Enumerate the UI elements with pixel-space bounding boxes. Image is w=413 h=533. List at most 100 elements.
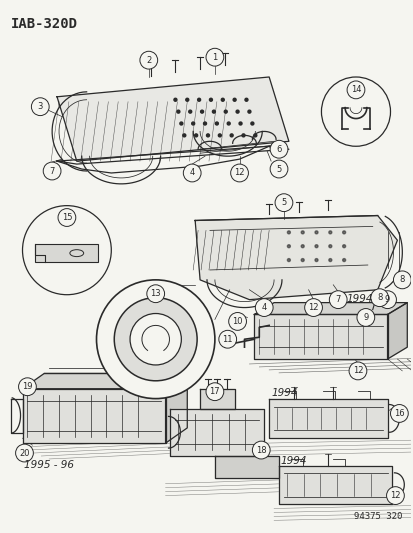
Circle shape [287, 259, 290, 262]
Polygon shape [278, 466, 392, 504]
Text: 3: 3 [38, 102, 43, 111]
Circle shape [250, 122, 253, 125]
Circle shape [304, 298, 322, 317]
Circle shape [173, 98, 176, 101]
Circle shape [58, 208, 76, 227]
Text: 11: 11 [222, 335, 233, 344]
Text: 5: 5 [276, 165, 281, 174]
Circle shape [356, 309, 374, 326]
Circle shape [230, 164, 248, 182]
Circle shape [270, 140, 287, 158]
Text: 13: 13 [150, 289, 161, 298]
Bar [35, 244, 98, 262]
Circle shape [16, 444, 33, 462]
Circle shape [342, 245, 345, 248]
Circle shape [209, 98, 212, 101]
Circle shape [200, 110, 203, 113]
Circle shape [221, 98, 224, 101]
Text: 9: 9 [384, 295, 389, 304]
Text: 7: 7 [335, 295, 340, 304]
Circle shape [235, 110, 238, 113]
Circle shape [22, 206, 111, 295]
Circle shape [191, 122, 194, 125]
Text: 2: 2 [146, 55, 151, 64]
Text: 94375 320: 94375 320 [353, 512, 401, 521]
Polygon shape [57, 77, 288, 161]
Text: 4: 4 [189, 168, 195, 177]
Circle shape [342, 259, 345, 262]
Circle shape [247, 110, 250, 113]
Circle shape [386, 487, 404, 505]
Polygon shape [165, 374, 187, 443]
Polygon shape [22, 389, 165, 443]
Text: 1994: 1994 [271, 387, 297, 398]
Polygon shape [199, 389, 234, 408]
Circle shape [218, 330, 236, 348]
Circle shape [348, 362, 366, 380]
Circle shape [227, 122, 230, 125]
Circle shape [328, 259, 331, 262]
Circle shape [212, 110, 215, 113]
Circle shape [392, 271, 410, 289]
Circle shape [238, 122, 242, 125]
Text: 8: 8 [376, 293, 382, 302]
Text: 8: 8 [399, 276, 404, 285]
Polygon shape [170, 408, 263, 456]
Circle shape [370, 289, 387, 306]
Circle shape [320, 77, 389, 146]
Circle shape [140, 51, 157, 69]
Text: 9: 9 [362, 313, 368, 322]
Circle shape [328, 231, 331, 234]
Circle shape [31, 98, 49, 116]
Text: 1994: 1994 [345, 294, 372, 304]
Circle shape [252, 441, 270, 459]
Text: 12: 12 [389, 491, 400, 500]
Circle shape [314, 259, 317, 262]
Circle shape [328, 245, 331, 248]
Circle shape [242, 134, 244, 137]
Circle shape [206, 134, 209, 137]
Circle shape [378, 290, 396, 309]
Text: 4: 4 [261, 303, 266, 312]
Polygon shape [195, 215, 396, 300]
Circle shape [255, 298, 273, 317]
Text: 15: 15 [62, 213, 72, 222]
Text: 10: 10 [232, 317, 242, 326]
Text: IAB-320D: IAB-320D [11, 17, 78, 30]
Circle shape [185, 98, 188, 101]
Circle shape [287, 231, 290, 234]
Text: 1: 1 [212, 53, 217, 62]
Text: 5: 5 [281, 198, 286, 207]
Circle shape [342, 231, 345, 234]
Circle shape [224, 110, 227, 113]
Circle shape [270, 160, 287, 178]
Text: 12: 12 [234, 168, 244, 177]
Circle shape [230, 134, 233, 137]
Text: 14: 14 [350, 85, 361, 94]
Text: 6: 6 [275, 145, 281, 154]
Circle shape [197, 98, 200, 101]
Circle shape [301, 231, 304, 234]
Text: 7: 7 [49, 166, 55, 175]
Circle shape [188, 110, 191, 113]
Polygon shape [22, 374, 187, 389]
Circle shape [301, 259, 304, 262]
Circle shape [389, 405, 407, 422]
Circle shape [183, 164, 201, 182]
Circle shape [215, 122, 218, 125]
Circle shape [233, 98, 235, 101]
Text: 16: 16 [393, 409, 404, 418]
Circle shape [346, 81, 364, 99]
Circle shape [244, 98, 247, 101]
Text: 19: 19 [22, 382, 33, 391]
Circle shape [218, 134, 221, 137]
Circle shape [287, 245, 290, 248]
Circle shape [206, 49, 223, 66]
Circle shape [314, 245, 317, 248]
Circle shape [253, 134, 256, 137]
Text: 12: 12 [352, 366, 362, 375]
Circle shape [206, 383, 223, 401]
Circle shape [19, 378, 36, 395]
Text: 1994: 1994 [280, 456, 307, 466]
Polygon shape [268, 399, 387, 438]
